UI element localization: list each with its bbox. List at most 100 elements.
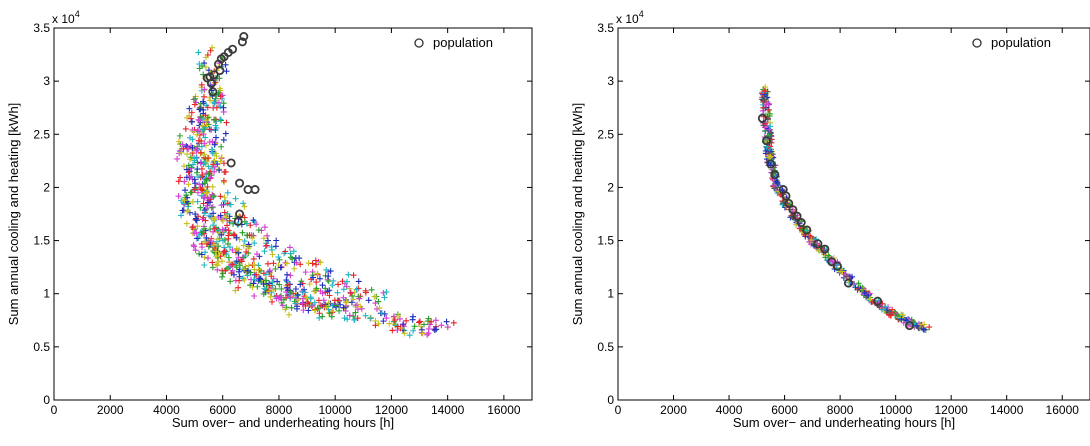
left-generation-point bbox=[199, 244, 206, 251]
left-generation-point bbox=[317, 259, 324, 266]
left-generation-point bbox=[205, 255, 212, 262]
left-generation-point bbox=[244, 267, 251, 274]
right-generation-point bbox=[767, 123, 774, 130]
left-generation-point bbox=[394, 323, 401, 330]
left-generation-point bbox=[260, 235, 267, 242]
right-population-point bbox=[762, 136, 772, 146]
left-population-points bbox=[202, 32, 260, 226]
left-y-tick-labels: 0 0.5 1 1.5 2 2.5 3 3.5 bbox=[33, 21, 50, 407]
right-y-multiplier: x 104 bbox=[616, 9, 644, 26]
left-generation-point bbox=[208, 165, 215, 172]
left-generation-point bbox=[286, 244, 293, 251]
left-generation-point bbox=[309, 260, 316, 267]
left-generation-point bbox=[201, 249, 208, 256]
left-population-point bbox=[250, 185, 260, 195]
left-y-tick-label: 0.5 bbox=[33, 340, 50, 354]
left-generation-point bbox=[232, 287, 239, 294]
left-generation-point bbox=[287, 272, 294, 279]
right-population-point bbox=[873, 296, 883, 306]
left-generation-point bbox=[312, 257, 319, 264]
left-generation-point bbox=[350, 296, 357, 303]
left-generation-point bbox=[182, 187, 189, 194]
left-generation-point bbox=[204, 104, 211, 111]
left-generation-point bbox=[175, 138, 182, 145]
left-generation-point bbox=[335, 281, 342, 288]
left-generation-point bbox=[212, 95, 219, 102]
left-generation-point bbox=[202, 124, 209, 131]
right-generation-point bbox=[898, 316, 905, 323]
left-generation-point bbox=[194, 131, 201, 138]
left-generation-point bbox=[187, 189, 194, 196]
right-x-tick-label: 2000 bbox=[660, 403, 687, 417]
left-generation-point bbox=[355, 278, 362, 285]
left-generation-point bbox=[375, 320, 382, 327]
left-generation-point bbox=[193, 215, 200, 222]
left-generation-point bbox=[316, 275, 323, 282]
left-generation-point bbox=[191, 186, 198, 193]
right-generation-point bbox=[766, 126, 773, 133]
left-generation-point bbox=[282, 259, 289, 266]
left-generation-point bbox=[285, 311, 292, 318]
right-generation-point bbox=[770, 182, 777, 189]
left-generation-point bbox=[233, 234, 240, 241]
left-generation-point bbox=[253, 221, 260, 228]
left-generation-point bbox=[250, 255, 257, 262]
right-y-multiplier-base: x 10 bbox=[616, 12, 639, 26]
left-generation-point bbox=[249, 284, 256, 291]
left-generation-point bbox=[195, 127, 202, 134]
left-generation-point bbox=[276, 281, 283, 288]
right-generation-point bbox=[884, 307, 891, 314]
left-generation-point bbox=[368, 286, 375, 293]
right-y-tick-label: 3 bbox=[607, 74, 614, 88]
left-generation-point bbox=[198, 251, 205, 258]
right-generation-point bbox=[773, 178, 780, 185]
left-generation-point bbox=[428, 318, 435, 325]
right-generation-point bbox=[897, 315, 904, 322]
left-generation-point bbox=[186, 105, 193, 112]
left-generation-point bbox=[267, 293, 274, 300]
right-x-tick-labels: 0 2000 4000 6000 8000 10000 12000 14000 16000 bbox=[615, 403, 1080, 417]
left-generation-point bbox=[278, 285, 285, 292]
left-generation-point bbox=[241, 266, 248, 273]
left-generation-point bbox=[226, 244, 233, 251]
left-generation-point bbox=[294, 291, 301, 298]
left-generation-point bbox=[299, 300, 306, 307]
left-generation-point bbox=[189, 224, 196, 231]
left-generation-point bbox=[376, 305, 383, 312]
left-generation-point bbox=[192, 247, 199, 254]
left-generation-point bbox=[283, 277, 290, 284]
left-generation-point bbox=[284, 281, 291, 288]
left-generation-point bbox=[426, 321, 433, 328]
left-generation-point bbox=[217, 193, 224, 200]
left-axis-ticks bbox=[53, 27, 532, 401]
left-generation-point bbox=[205, 195, 212, 202]
left-generation-point bbox=[329, 282, 336, 289]
left-generation-point bbox=[298, 278, 305, 285]
left-generation-point bbox=[209, 183, 216, 190]
right-legend-marker bbox=[972, 38, 982, 48]
right-axis-ticks bbox=[617, 27, 1090, 401]
left-generation-point bbox=[326, 287, 333, 294]
left-generation-point bbox=[181, 178, 188, 185]
right-x-tick-label: 12000 bbox=[934, 403, 968, 417]
left-generation-point bbox=[297, 281, 304, 288]
left-generation-point bbox=[211, 157, 218, 164]
left-generation-point bbox=[230, 231, 237, 238]
left-generation-point bbox=[275, 254, 282, 261]
left-generation-point bbox=[398, 325, 405, 332]
left-generation-point bbox=[197, 149, 204, 156]
right-generation-point bbox=[761, 88, 768, 95]
left-generation-point bbox=[189, 144, 196, 151]
left-generation-point bbox=[347, 290, 354, 297]
left-generation-point bbox=[371, 293, 378, 300]
left-generation-point bbox=[284, 284, 291, 291]
right-x-tick-label: 16000 bbox=[1046, 403, 1080, 417]
right-generation-point bbox=[861, 289, 868, 296]
left-generation-point bbox=[350, 313, 357, 320]
right-generation-point bbox=[766, 110, 773, 117]
left-generation-point bbox=[263, 242, 270, 249]
right-generation-points bbox=[758, 84, 933, 333]
left-x-tick-label: 2000 bbox=[97, 403, 124, 417]
left-generation-point bbox=[270, 287, 277, 294]
left-legend: population bbox=[414, 35, 493, 50]
